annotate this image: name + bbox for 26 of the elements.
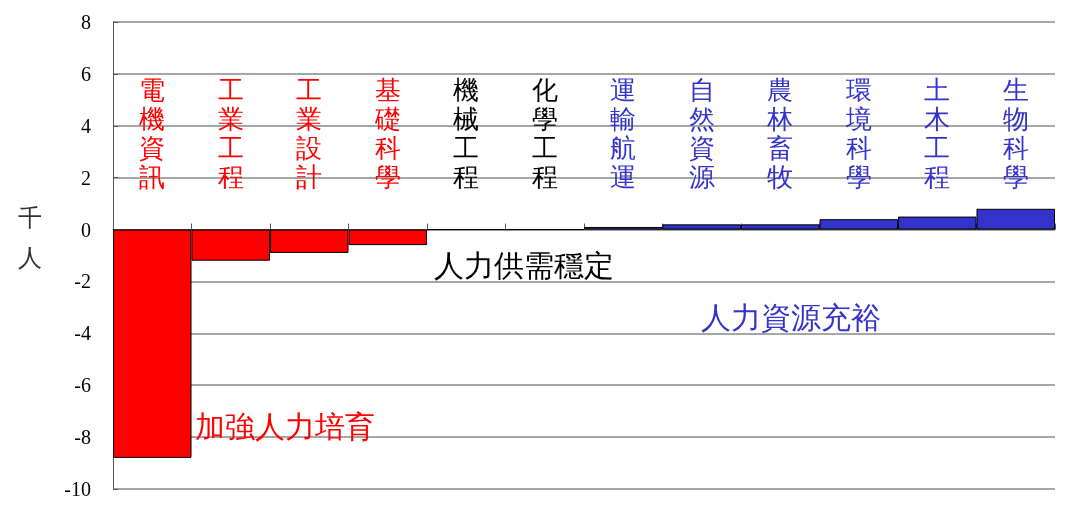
x-tick-label: 機械工程: [453, 75, 480, 193]
y-tick-label: 8: [81, 11, 91, 33]
x-tick-label: 自然資源: [688, 75, 715, 193]
x-tick-label: 運輸航運: [610, 75, 637, 193]
series-label: 加強人力培育: [194, 409, 375, 445]
y-tick-label: -10: [64, 478, 91, 500]
series-label: 人力供需穩定: [434, 248, 615, 284]
y-tick-label: -6: [74, 374, 91, 397]
x-tick-label: 生物科學: [1002, 75, 1029, 193]
x-tick-label: 環境科學: [844, 75, 872, 193]
y-axis-title: 千人: [18, 204, 42, 272]
y-tick-label: 0: [81, 218, 91, 241]
x-tick-label: 電機資訊: [139, 75, 166, 193]
text: 人力資源充裕: [701, 300, 881, 336]
x-tick-label: 工業工程: [217, 75, 244, 193]
x-tick-label: 土木工程: [924, 75, 951, 193]
y-tick-label: -2: [74, 270, 91, 293]
y-tick-label: 2: [81, 166, 91, 189]
x-tick-label: 基礎科學: [373, 75, 401, 193]
x-tick-label: 農林畜牧: [766, 75, 794, 193]
y-tick-label: 6: [81, 62, 91, 85]
y-tick-label: -4: [74, 322, 91, 345]
y-tick-label: 4: [81, 114, 91, 137]
y-tick-label: -8: [74, 426, 91, 449]
x-tick-label: 化學工程: [531, 75, 558, 193]
x-tick-label: 工業設計: [296, 75, 323, 193]
